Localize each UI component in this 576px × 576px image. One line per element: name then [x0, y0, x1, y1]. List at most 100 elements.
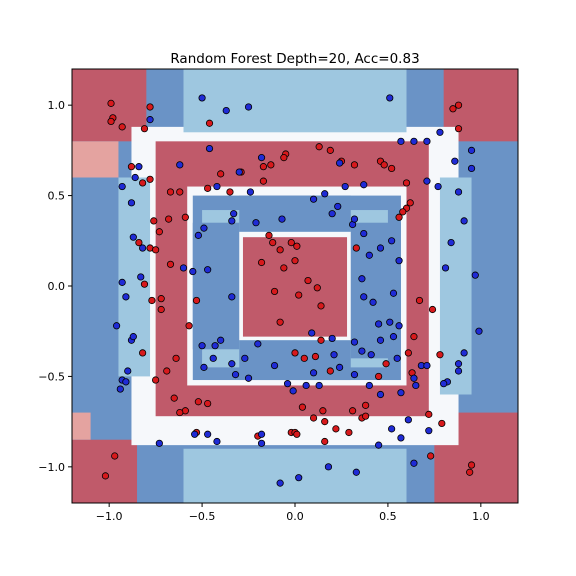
- red-class-point: [204, 184, 212, 192]
- blue-class-point: [230, 210, 238, 218]
- blue-class-point: [179, 264, 188, 272]
- red-class-point: [155, 228, 163, 236]
- decision-regions: [72, 69, 518, 503]
- blue-class-point: [276, 479, 284, 487]
- red-class-point: [150, 217, 158, 225]
- blue-class-point: [241, 354, 249, 362]
- blue-class-point: [295, 474, 303, 482]
- blue-class-point: [412, 381, 420, 390]
- red-class-point: [410, 333, 418, 341]
- blue-class-point: [386, 318, 394, 326]
- blue-class-point: [222, 106, 230, 115]
- blue-class-point: [335, 363, 344, 371]
- red-class-point: [276, 318, 284, 326]
- red-class-point: [321, 418, 329, 426]
- red-class-point: [259, 177, 268, 185]
- red-class-point: [269, 239, 277, 247]
- blue-class-point: [146, 116, 154, 124]
- blue-class-point: [228, 293, 236, 301]
- blue-class-point: [118, 182, 126, 191]
- blue-class-point: [423, 361, 431, 370]
- red-class-point: [402, 179, 411, 187]
- red-class-point: [349, 407, 357, 415]
- blue-class-point: [124, 367, 132, 375]
- blue-class-point: [467, 164, 476, 173]
- red-class-point: [449, 105, 457, 113]
- blue-class-point: [315, 381, 323, 390]
- blue-class-point: [360, 181, 368, 189]
- red-class-point: [157, 295, 165, 303]
- red-class-point: [406, 199, 414, 207]
- red-class-point: [332, 425, 340, 433]
- blue-class-point: [328, 334, 336, 343]
- blue-class-point: [302, 381, 310, 390]
- blue-class-point: [198, 94, 206, 102]
- blue-class-point: [376, 390, 385, 399]
- decision-region: [72, 141, 119, 178]
- red-class-point: [317, 302, 325, 310]
- red-class-point: [259, 163, 268, 171]
- red-class-point: [107, 99, 115, 107]
- blue-class-point: [375, 441, 383, 449]
- blue-class-point: [397, 389, 405, 397]
- blue-class-point: [404, 416, 412, 424]
- red-class-point: [321, 437, 329, 446]
- red-class-point: [205, 119, 214, 127]
- red-class-point: [352, 244, 360, 252]
- blue-class-point: [270, 361, 279, 370]
- red-class-point: [467, 461, 476, 469]
- blue-class-point: [244, 103, 253, 111]
- blue-class-point: [460, 349, 468, 357]
- decision-region: [183, 448, 407, 503]
- red-class-point: [267, 161, 275, 169]
- blue-class-point: [360, 229, 368, 238]
- blue-class-point: [467, 146, 476, 154]
- blue-class-point: [200, 363, 208, 371]
- red-class-point: [319, 407, 327, 415]
- x-axis: −1.0 −0.5 0.0 0.5 1.0: [96, 503, 490, 523]
- red-class-point: [350, 161, 359, 169]
- red-class-point: [287, 239, 295, 247]
- blue-class-point: [451, 157, 459, 165]
- blue-class-point: [393, 354, 401, 362]
- blue-class-point: [246, 188, 254, 196]
- y-axis: −1.0 −0.5 0.0 0.5 1.0: [38, 99, 72, 474]
- blue-class-point: [352, 468, 360, 476]
- red-class-point: [380, 161, 388, 169]
- x-tick-label: 1.0: [472, 510, 490, 523]
- red-class-point: [194, 398, 202, 406]
- blue-class-point: [198, 342, 206, 350]
- red-class-point: [395, 213, 403, 221]
- decision-region: [183, 69, 407, 133]
- red-class-point: [388, 164, 396, 173]
- blue-class-point: [410, 459, 418, 467]
- blue-class-point: [244, 374, 253, 382]
- blue-class-point: [204, 430, 212, 438]
- red-class-point: [135, 239, 143, 247]
- blue-class-point: [113, 322, 121, 330]
- blue-class-point: [231, 371, 240, 379]
- red-class-point: [140, 125, 149, 133]
- red-class-point: [265, 231, 273, 239]
- red-class-point: [326, 146, 334, 154]
- decision-region: [242, 237, 348, 337]
- red-class-point: [170, 394, 178, 402]
- blue-class-point: [257, 154, 266, 162]
- blue-class-point: [211, 342, 219, 350]
- blue-class-point: [194, 231, 202, 239]
- red-class-point: [428, 305, 437, 314]
- red-class-point: [415, 296, 424, 305]
- blue-class-point: [410, 374, 418, 382]
- red-class-point: [315, 143, 323, 151]
- red-class-point: [404, 349, 412, 357]
- blue-class-point: [386, 94, 394, 102]
- red-class-point: [326, 367, 334, 375]
- red-class-point: [276, 246, 284, 254]
- red-class-point: [309, 414, 318, 422]
- blue-class-point: [213, 437, 221, 446]
- blue-class-point: [200, 224, 208, 232]
- red-class-point: [425, 410, 433, 418]
- blue-class-point: [135, 163, 143, 171]
- blue-class-point: [358, 275, 366, 283]
